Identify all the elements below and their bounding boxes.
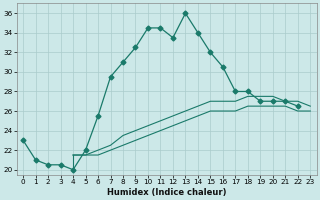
X-axis label: Humidex (Indice chaleur): Humidex (Indice chaleur) (107, 188, 227, 197)
